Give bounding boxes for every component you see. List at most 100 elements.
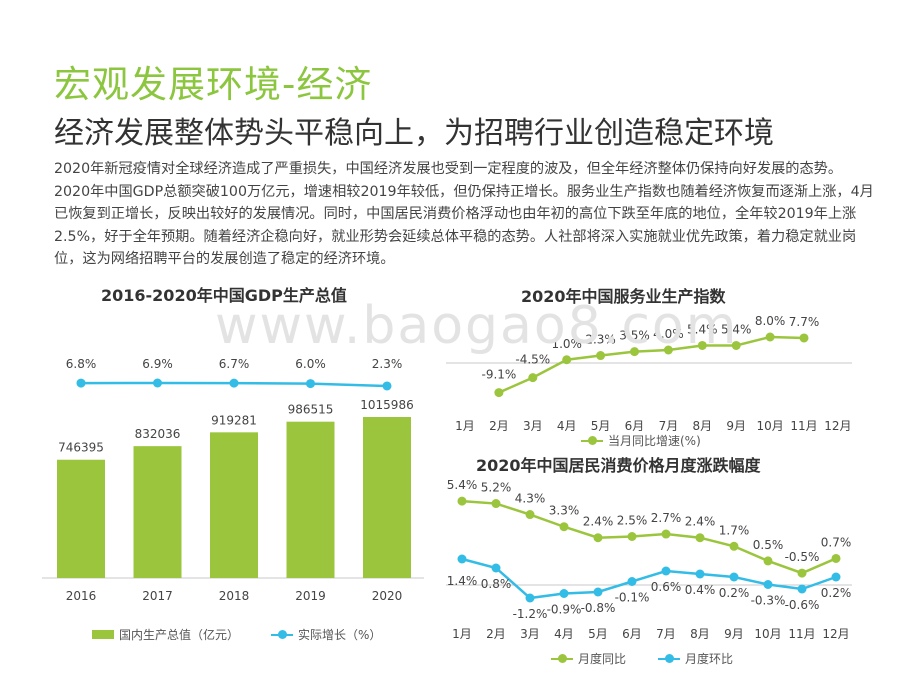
service-label: 1.0% — [551, 337, 582, 351]
page-title: 宏观发展环境-经济 — [54, 63, 373, 106]
cpi-yoy-label: 2.7% — [651, 511, 682, 525]
growth-label: 2.3% — [372, 357, 403, 371]
legend-item-mom: 月度环比 — [658, 650, 733, 667]
gdp-x-tick: 2018 — [219, 589, 250, 603]
gdp-bar-label: 1015986 — [360, 398, 413, 412]
gdp-bar-label: 986515 — [288, 403, 334, 417]
cpi-mom-line — [461, 557, 837, 600]
page-subtitle: 经济发展整体势头平稳向上，为招聘行业创造稳定环境 — [54, 116, 774, 151]
cpi-x-tick: 7月 — [656, 627, 676, 641]
service-label: -4.5% — [515, 353, 550, 367]
gdp-bar — [286, 421, 335, 578]
cpi-mom-label: 1.4% — [447, 574, 478, 588]
cpi-yoy-label: 4.3% — [515, 492, 546, 506]
legend-swatch-bar — [92, 630, 114, 639]
gdp-bar — [57, 459, 105, 578]
cpi-x-tick: 10月 — [754, 627, 781, 641]
cpi-yoy-point — [729, 541, 739, 551]
cpi-x-tick: 2月 — [486, 627, 506, 641]
cpi-x-tick: 8月 — [690, 627, 710, 641]
gdp-chart-title: 2016-2020年中国GDP生产总值 — [101, 286, 347, 305]
cpi-yoy-label: 1.7% — [719, 523, 750, 537]
legend-label: 月度同比 — [578, 652, 627, 666]
cpi-mom-point — [763, 580, 773, 589]
growth-point — [153, 378, 162, 388]
service-point — [663, 345, 673, 355]
cpi-yoy-line — [461, 499, 837, 575]
service-line — [498, 335, 805, 394]
gdp-legend: 国内生产总值（亿元） 实际增长（%） — [92, 626, 413, 643]
service-label: 2.3% — [585, 333, 616, 347]
cpi-mom-point — [627, 577, 637, 586]
service-x-tick: 8月 — [692, 419, 712, 433]
cpi-mom-point — [457, 554, 467, 564]
service-x-tick: 12月 — [824, 419, 851, 433]
cpi-mom-label: 0.4% — [685, 583, 716, 597]
cpi-yoy-point — [525, 510, 535, 520]
service-point — [562, 355, 572, 365]
growth-point — [382, 381, 392, 391]
cpi-mom-point — [661, 566, 671, 576]
growth-label: 6.0% — [295, 357, 326, 371]
legend-label: 月度环比 — [685, 652, 734, 666]
legend-label: 当月同比增速(%) — [608, 434, 701, 448]
cpi-x-tick: 9月 — [724, 627, 744, 641]
cpi-mom-label: -0.8% — [581, 601, 616, 615]
cpi-x-tick: 1月 — [452, 627, 472, 641]
cpi-yoy-point — [661, 529, 671, 539]
cpi-yoy-label: 2.4% — [583, 515, 614, 529]
service-point — [630, 347, 639, 357]
cpi-mom-point — [729, 572, 739, 582]
cpi-mom-label: 0.2% — [719, 586, 750, 600]
cpi-yoy-point — [627, 532, 637, 541]
service-point — [596, 351, 606, 361]
cpi-mom-point — [593, 587, 603, 597]
gdp-bar — [133, 446, 182, 578]
cpi-yoy-point — [763, 556, 773, 566]
cpi-mom-point — [695, 569, 705, 579]
gdp-x-tick: 2016 — [66, 589, 97, 603]
service-chart-title: 2020年中国服务业生产指数 — [521, 287, 726, 306]
service-x-tick: 2月 — [489, 419, 509, 433]
service-label: 5.4% — [687, 322, 718, 336]
cpi-yoy-point — [457, 496, 467, 506]
growth-label: 6.9% — [142, 357, 173, 371]
legend-swatch-line — [551, 654, 573, 663]
service-label: 5.4% — [721, 322, 752, 336]
gdp-bar — [210, 432, 258, 578]
cpi-mom-label: 0.6% — [651, 580, 682, 594]
cpi-yoy-point — [593, 533, 603, 543]
cpi-legend: 月度同比 月度环比 — [551, 650, 765, 667]
intro-paragraph: 2020年新冠疫情对全球经济造成了严重损失，中国经济发展也受到一定程度的波及，但… — [54, 161, 874, 267]
cpi-yoy-point — [831, 553, 841, 563]
legend-swatch-line — [271, 630, 294, 639]
cpi-yoy-label: 5.2% — [481, 481, 512, 495]
gdp-x-tick: 2019 — [295, 589, 326, 603]
cpi-mom-label: -0.6% — [785, 598, 820, 612]
cpi-yoy-label: 2.5% — [617, 514, 648, 528]
growth-point — [306, 379, 315, 389]
service-label: 8.0% — [755, 314, 786, 328]
cpi-yoy-label: 2.4% — [685, 515, 716, 529]
service-label: -9.1% — [481, 368, 516, 382]
cpi-x-tick: 5月 — [588, 627, 608, 641]
gdp-x-tick: 2020 — [372, 589, 403, 603]
legend-label: 国内生产总值（亿元） — [119, 628, 240, 642]
legend-item-gdp: 国内生产总值（亿元） — [92, 626, 239, 643]
cpi-yoy-label: 3.3% — [549, 504, 580, 518]
cpi-mom-label: -1.2% — [513, 607, 548, 621]
cpi-x-tick: 12月 — [822, 627, 849, 641]
cpi-mom-label: -0.9% — [547, 603, 582, 617]
cpi-x-tick: 3月 — [520, 627, 540, 641]
legend-item-service: 当月同比增速(%) — [581, 432, 701, 449]
service-point — [494, 388, 504, 398]
service-x-tick: 5月 — [591, 419, 611, 433]
cpi-mom-label: -0.1% — [615, 591, 650, 605]
cpi-yoy-label: 0.5% — [753, 538, 784, 552]
growth-point — [229, 378, 239, 388]
cpi-chart-title: 2020年中国居民消费价格月度涨跌幅度 — [476, 456, 761, 475]
cpi-x-tick: 11月 — [788, 627, 815, 641]
growth-label: 6.7% — [219, 357, 250, 371]
service-label: 7.7% — [789, 315, 820, 329]
